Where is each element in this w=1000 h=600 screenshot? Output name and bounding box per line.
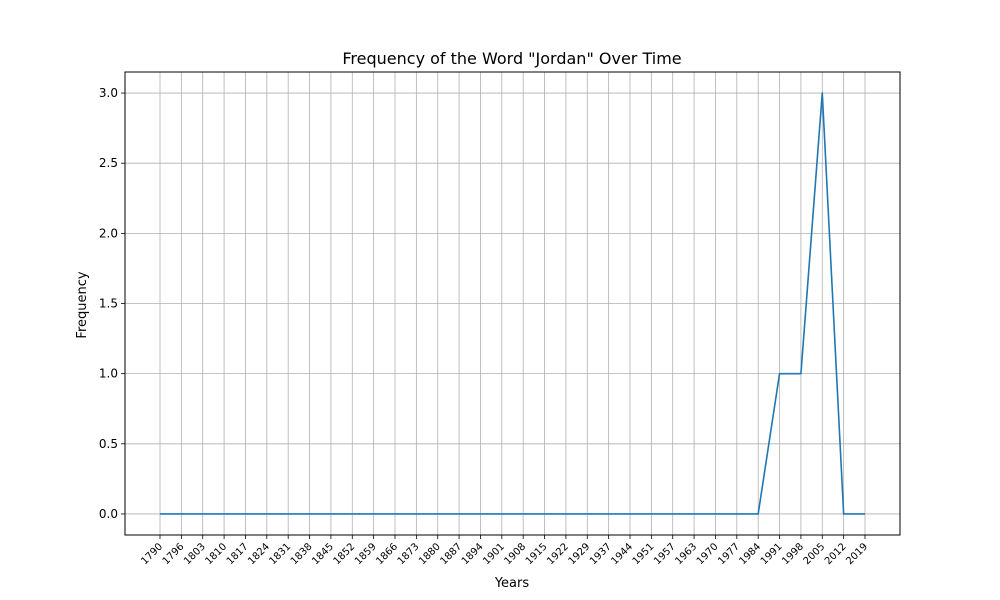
y-tick-label: 3.0 xyxy=(99,86,118,100)
x-tick-label: 1824 xyxy=(246,541,272,567)
line-layer xyxy=(160,92,865,515)
y-tick-label: 0.5 xyxy=(99,437,118,451)
x-tick-label: 1866 xyxy=(374,541,400,567)
y-tick-label: 0.0 xyxy=(99,507,118,521)
x-tick-label: 1796 xyxy=(161,541,187,567)
x-tick-label: 1977 xyxy=(716,541,742,567)
series-line xyxy=(160,92,865,515)
x-tick-label: 1984 xyxy=(738,541,764,567)
x-axis-label: Years xyxy=(494,576,530,591)
x-tick-label: 1922 xyxy=(545,541,571,567)
x-tick-label: 1845 xyxy=(310,541,336,567)
y-axis-ticks: 0.0 0.5 1.0 1.5 2.0 2.5 3.0 xyxy=(99,86,125,521)
grid-layer xyxy=(125,72,900,535)
x-tick-label: 1810 xyxy=(203,541,229,567)
x-tick-label: 2019 xyxy=(844,541,870,567)
x-tick-label: 1957 xyxy=(652,541,678,567)
x-tick-label: 1887 xyxy=(438,541,464,567)
x-tick-label: 1991 xyxy=(759,541,785,567)
x-tick-label: 2005 xyxy=(802,541,828,567)
x-tick-label: 1963 xyxy=(673,541,699,567)
x-tick-label: 2012 xyxy=(823,541,849,567)
x-tick-label: 1852 xyxy=(332,541,358,567)
x-tick-label: 1970 xyxy=(695,541,721,567)
x-tick-label: 1901 xyxy=(481,541,507,567)
x-tick-label: 1838 xyxy=(289,541,315,567)
x-tick-label: 1944 xyxy=(609,541,635,567)
x-tick-label: 1894 xyxy=(460,541,486,567)
x-tick-label: 1998 xyxy=(780,541,806,567)
x-tick-label: 1831 xyxy=(268,541,294,567)
x-tick-label: 1915 xyxy=(524,541,550,567)
y-tick-label: 2.0 xyxy=(99,226,118,240)
chart-title: Frequency of the Word "Jordan" Over Time xyxy=(342,49,681,68)
y-axis-label: Frequency xyxy=(75,271,90,338)
y-tick-label: 1.5 xyxy=(99,297,118,311)
y-tick-label: 1.0 xyxy=(99,367,118,381)
x-tick-label: 1937 xyxy=(588,541,614,567)
x-tick-label: 1929 xyxy=(567,541,593,567)
x-tick-label: 1790 xyxy=(139,541,165,567)
x-tick-label: 1908 xyxy=(503,541,529,567)
y-tick-label: 2.5 xyxy=(99,156,118,170)
x-tick-label: 1873 xyxy=(396,541,422,567)
x-tick-label: 1880 xyxy=(417,541,443,567)
x-tick-label: 1859 xyxy=(353,541,379,567)
x-tick-label: 1951 xyxy=(631,541,657,567)
x-tick-label: 1803 xyxy=(182,541,208,567)
x-tick-label: 1817 xyxy=(225,541,251,567)
x-axis-ticks: 1790179618031810181718241831183818451852… xyxy=(139,535,870,567)
